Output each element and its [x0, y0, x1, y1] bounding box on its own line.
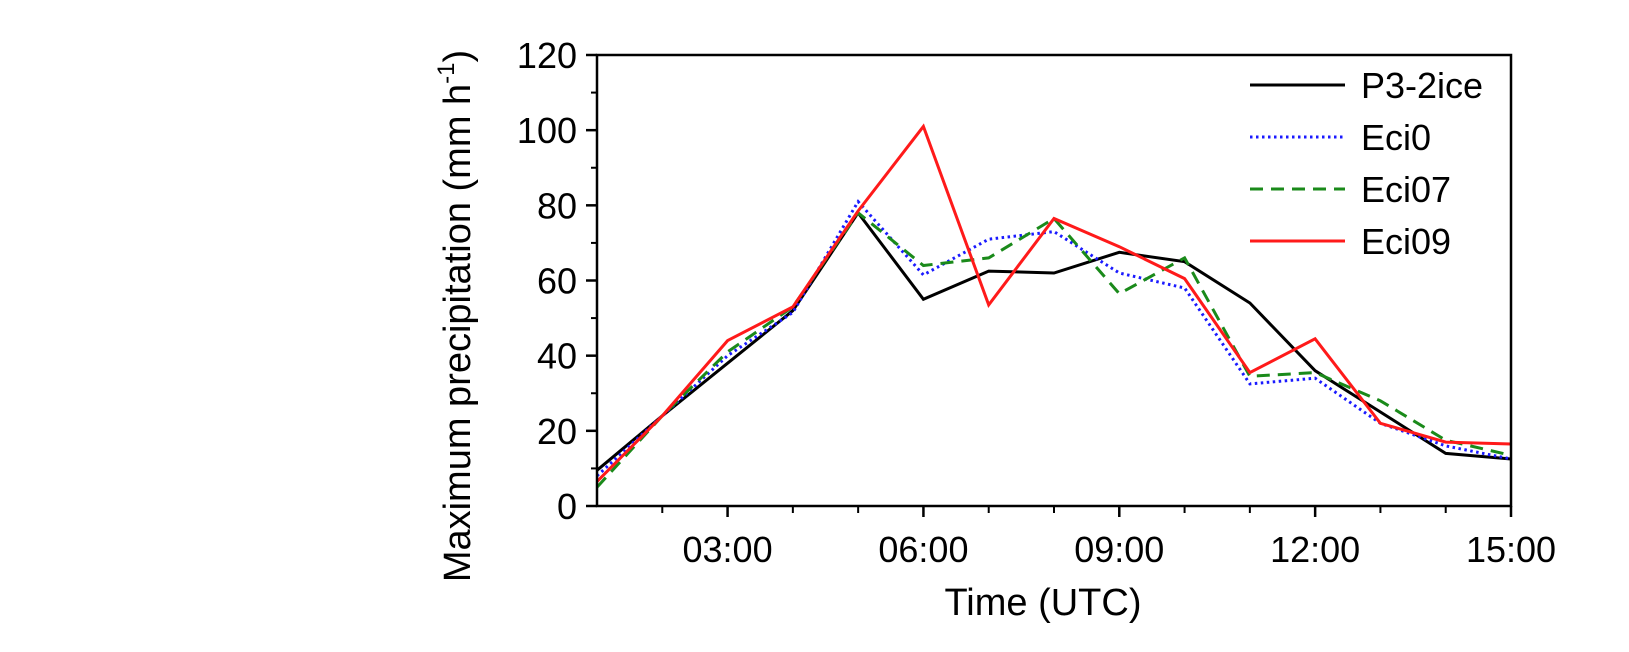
legend-label-eci0: Eci0 [1361, 117, 1431, 158]
legend-label-p3-2ice: P3-2ice [1361, 65, 1483, 106]
y-tick-label: 120 [517, 35, 577, 76]
legend-label-eci07: Eci07 [1361, 169, 1451, 210]
series-line-eci09 [595, 123, 1512, 483]
x-tick-label: 03:00 [683, 529, 773, 570]
axis-ticks: 0 20 40 60 80 100 120 03:00 06:00 09:00 12:00 15:00 [517, 35, 1556, 570]
series-line-eci07 [595, 210, 1512, 489]
y-tick-label: 80 [537, 185, 577, 226]
y-axis-title: Maximum precipitation (mm h-1) [433, 50, 479, 582]
series-line-p3-2ice [596, 210, 1512, 472]
x-tick-label: 09:00 [1074, 529, 1164, 570]
y-tick-label: 100 [517, 110, 577, 151]
y-tick-label: 20 [537, 411, 577, 452]
x-axis-title: Time (UTC) [945, 582, 1142, 624]
x-tick-label: 06:00 [878, 529, 968, 570]
plot-frame [595, 53, 1513, 508]
plot-area [595, 123, 1512, 489]
legend-label-eci09: Eci09 [1361, 221, 1451, 262]
y-tick-label: 0 [557, 486, 577, 527]
svg-text:Maximum precipitation (mm h-1): Maximum precipitation (mm h-1) [433, 50, 479, 582]
y-tick-label: 40 [537, 336, 577, 377]
y-axis-title-text: Maximum precipitation (mm h [437, 84, 479, 582]
y-axis-title-superscript: -1 [433, 62, 460, 83]
legend: P3-2ice Eci0 Eci07 Eci09 [1250, 65, 1483, 262]
x-tick-label: 12:00 [1270, 529, 1360, 570]
y-tick-label: 60 [537, 261, 577, 302]
y-axis-title-close: ) [437, 50, 479, 63]
x-tick-label: 15:00 [1466, 529, 1556, 570]
